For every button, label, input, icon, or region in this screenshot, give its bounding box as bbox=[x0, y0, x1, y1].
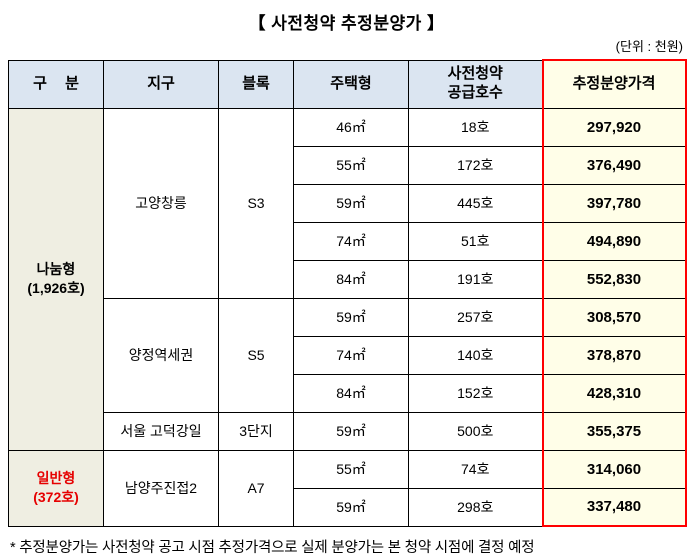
cell-type: 84㎡ bbox=[293, 259, 409, 299]
price-table: 구 분 지구 블록 주택형 사전청약 공급호수 추정분양가격 나눔형 (1,92… bbox=[8, 59, 687, 527]
table-row: 84㎡ 191호 552,830 bbox=[9, 259, 687, 299]
col-header-price: 추정분양가격 bbox=[541, 59, 687, 109]
cell-type: 55㎡ bbox=[293, 145, 409, 185]
cell-price: 314,060 bbox=[541, 449, 687, 489]
cell-block-s3: S3 bbox=[218, 107, 294, 299]
cell-supply: 51호 bbox=[408, 221, 543, 261]
cell-price: 337,480 bbox=[541, 487, 687, 527]
cell-supply: 298호 bbox=[408, 487, 543, 527]
col-header-supply: 사전청약 공급호수 bbox=[408, 59, 543, 109]
cell-price: 355,375 bbox=[541, 411, 687, 451]
cell-supply: 445호 bbox=[408, 183, 543, 223]
page-title: 【 사전청약 추정분양가 】 bbox=[248, 14, 445, 33]
cell-supply: 152호 bbox=[408, 373, 543, 413]
cell-type: 84㎡ bbox=[293, 373, 409, 413]
cell-block-s5: S5 bbox=[218, 297, 294, 413]
table-row: 양정역세권 S5 59㎡ 257호 308,570 bbox=[9, 297, 687, 413]
footnote: * 추정분양가는 사전청약 공고 시점 추정가격으로 실제 분양가는 본 청약 … bbox=[10, 540, 535, 556]
header-row: 구 분 지구 블록 주택형 사전청약 공급호수 추정분양가격 bbox=[8, 59, 687, 109]
cell-supply: 74호 bbox=[408, 449, 543, 489]
cell-type: 59㎡ bbox=[293, 297, 409, 337]
cell-price: 494,890 bbox=[541, 221, 687, 261]
table-row: 55㎡ 172호 376,490 bbox=[9, 145, 687, 185]
cell-district-seoul: 서울 고덕강일 bbox=[103, 411, 219, 451]
cell-supply: 500호 bbox=[408, 411, 543, 451]
cell-block-a7: A7 bbox=[218, 449, 294, 527]
table-row: 59㎡ 298호 337,480 bbox=[9, 487, 687, 527]
cell-price: 397,780 bbox=[541, 183, 687, 223]
cell-district-yangjeong: 양정역세권 bbox=[103, 297, 219, 413]
col-header-block: 블록 bbox=[218, 59, 294, 109]
cell-supply: 191호 bbox=[408, 259, 543, 299]
cell-price: 376,490 bbox=[541, 145, 687, 185]
table-row: 일반형 (372호) 남양주진접2 A7 55㎡ 74호 314,060 bbox=[8, 449, 687, 527]
table-row: 나눔형 (1,926호) 고양창릉 S3 46㎡ 18호 297,920 bbox=[8, 107, 687, 451]
col-header-category: 구 분 bbox=[8, 59, 104, 109]
cell-type: 59㎡ bbox=[293, 183, 409, 223]
table-row: 59㎡ 445호 397,780 bbox=[9, 183, 687, 223]
cell-type: 59㎡ bbox=[293, 487, 409, 527]
cell-price: 297,920 bbox=[541, 107, 687, 147]
cell-type: 74㎡ bbox=[293, 221, 409, 261]
cell-supply: 18호 bbox=[408, 107, 543, 147]
cell-price: 308,570 bbox=[541, 297, 687, 337]
col-header-type: 주택형 bbox=[293, 59, 409, 109]
cell-type: 55㎡ bbox=[293, 449, 409, 489]
cell-type: 59㎡ bbox=[293, 411, 409, 451]
table-row: 74㎡ 140호 378,870 bbox=[9, 335, 687, 375]
table-row: 서울 고덕강일 3단지 59㎡ 500호 355,375 bbox=[9, 411, 687, 451]
cell-block-3danji: 3단지 bbox=[218, 411, 294, 451]
cell-price: 378,870 bbox=[541, 335, 687, 375]
cell-supply: 172호 bbox=[408, 145, 543, 185]
cell-category-nanum: 나눔형 (1,926호) bbox=[8, 107, 104, 451]
cell-district-goyang: 고양창릉 bbox=[103, 107, 219, 299]
unit-note: (단위 : 천원) bbox=[615, 39, 683, 54]
cell-supply: 140호 bbox=[408, 335, 543, 375]
cell-type: 46㎡ bbox=[293, 107, 409, 147]
cell-category-general: 일반형 (372호) bbox=[8, 449, 104, 527]
cell-type: 74㎡ bbox=[293, 335, 409, 375]
cell-price: 428,310 bbox=[541, 373, 687, 413]
col-header-district: 지구 bbox=[103, 59, 219, 109]
cell-supply: 257호 bbox=[408, 297, 543, 337]
cell-district-namyang: 남양주진접2 bbox=[103, 449, 219, 527]
cell-price: 552,830 bbox=[541, 259, 687, 299]
table-row: 74㎡ 51호 494,890 bbox=[9, 221, 687, 261]
